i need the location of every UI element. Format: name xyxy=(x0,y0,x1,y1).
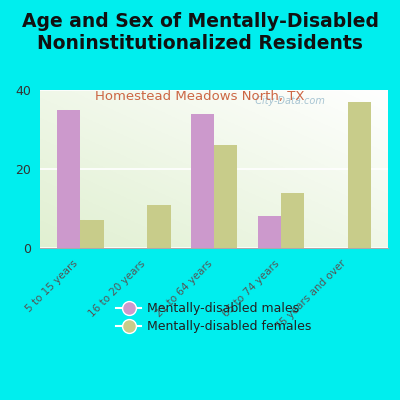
Bar xyxy=(147,204,170,248)
Bar xyxy=(57,110,80,248)
Bar xyxy=(281,193,304,248)
Bar xyxy=(190,114,214,248)
Text: Homestead Meadows North, TX: Homestead Meadows North, TX xyxy=(95,90,305,103)
Bar xyxy=(214,145,238,248)
Legend: Mentally-disabled males, Mentally-disabled females: Mentally-disabled males, Mentally-disabl… xyxy=(110,296,318,340)
Bar xyxy=(258,216,281,248)
Text: City-Data.com: City-Data.com xyxy=(249,96,325,106)
Bar xyxy=(80,220,104,248)
Bar xyxy=(348,102,371,248)
Text: Age and Sex of Mentally-Disabled
Noninstitutionalized Residents: Age and Sex of Mentally-Disabled Noninst… xyxy=(22,12,378,53)
